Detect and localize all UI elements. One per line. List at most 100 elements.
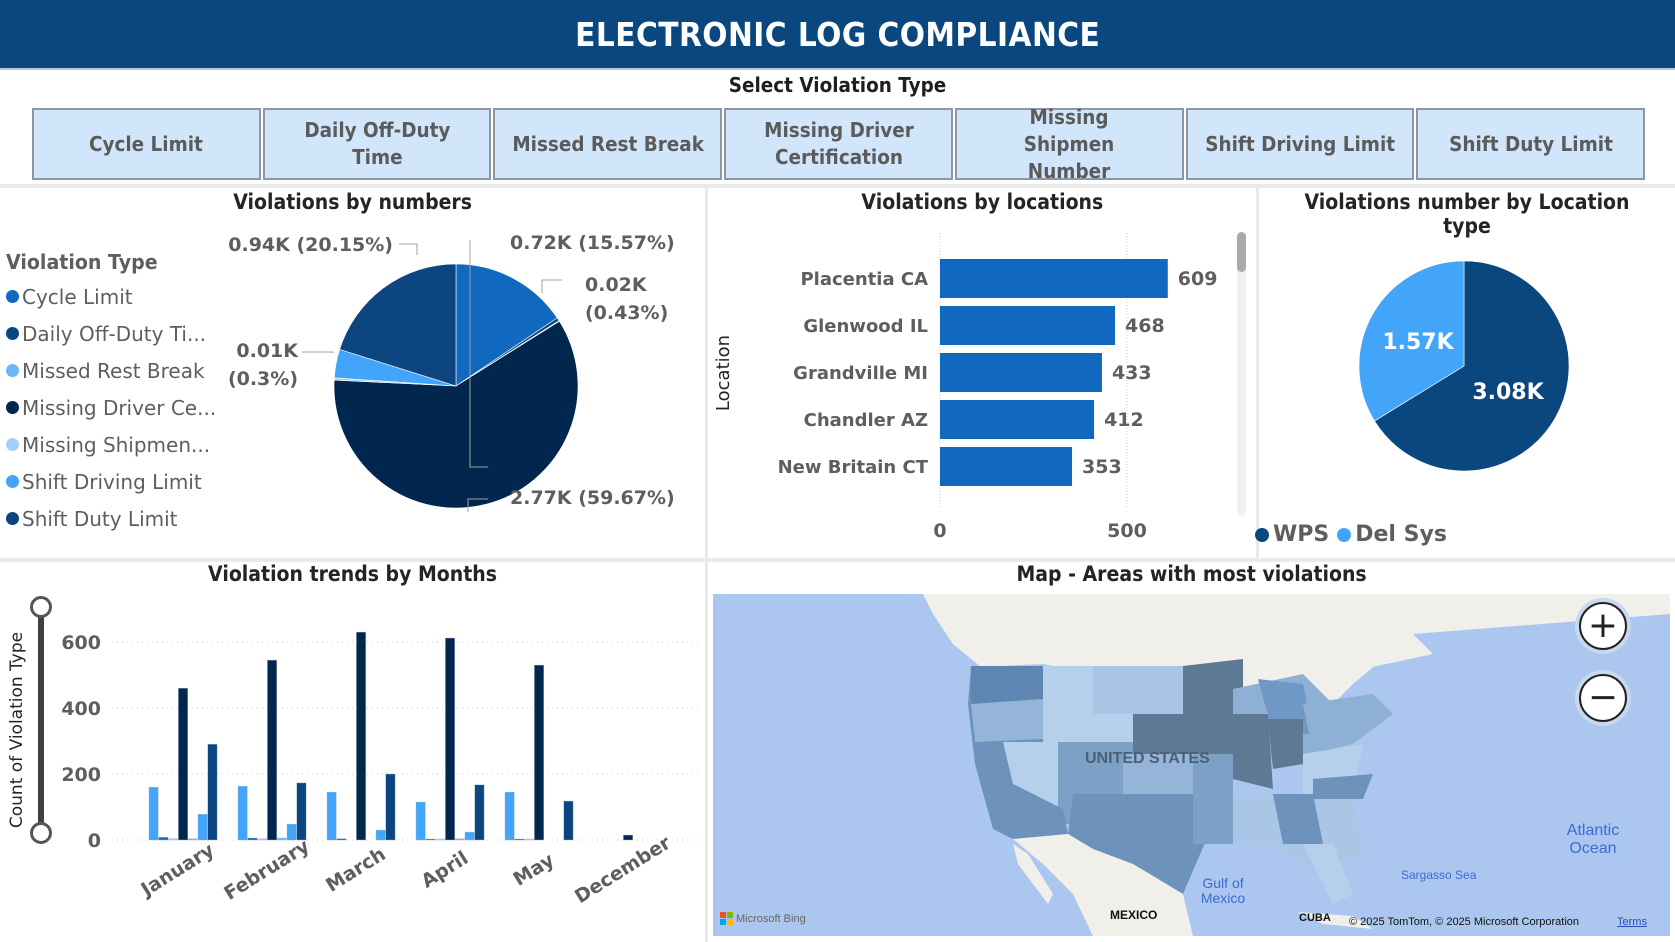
- category-label: Grandville MI: [793, 363, 928, 384]
- bar[interactable]: [385, 773, 396, 841]
- y-tick-label: 0: [88, 830, 101, 852]
- map-label-cuba: CUBA: [1299, 912, 1331, 924]
- map-zoom-in-button[interactable]: +: [1579, 602, 1627, 650]
- bar[interactable]: [940, 447, 1073, 486]
- bar[interactable]: [534, 664, 544, 841]
- bar[interactable]: [940, 400, 1095, 439]
- legend-title: Violation Type: [6, 250, 158, 274]
- map-label-gulf: Gulf of Mexico: [1200, 875, 1246, 906]
- slicer-option-cycle-limit[interactable]: Cycle Limit: [32, 108, 261, 180]
- baja: [1013, 844, 1053, 904]
- data-label: 0.94K (20.15%): [228, 234, 393, 256]
- y-axis-title: Location: [713, 335, 734, 411]
- bing-logo: Microsoft Bing: [720, 912, 806, 925]
- bar[interactable]: [336, 838, 347, 841]
- pie-slice[interactable]: [1374, 260, 1570, 472]
- bar[interactable]: [375, 829, 386, 841]
- legend-item[interactable]: Missed Rest Break: [6, 352, 216, 389]
- bar[interactable]: [257, 838, 268, 841]
- x-tick-label: February: [220, 835, 314, 905]
- map-canvas[interactable]: UNITED STATES MEXICO CUBA Gulf of Mexico…: [713, 594, 1670, 936]
- bar[interactable]: [158, 837, 169, 841]
- map-zoom-out-button[interactable]: −: [1579, 674, 1627, 722]
- legend-item[interactable]: Shift Driving Limit: [6, 463, 216, 500]
- slicer-option-daily-off-duty-time[interactable]: Daily Off-Duty Time: [262, 108, 492, 180]
- slider-handle-bottom[interactable]: [30, 822, 52, 844]
- legend-dot-icon: [1255, 527, 1269, 542]
- bar[interactable]: [940, 259, 1168, 298]
- pie-slice[interactable]: [1358, 260, 1465, 422]
- bar[interactable]: [247, 837, 258, 841]
- bar[interactable]: [445, 637, 455, 841]
- data-label: 0.01K: [236, 340, 299, 362]
- dashboard-header: ELECTRONIC LOG COMPLIANCE: [0, 0, 1675, 70]
- slicer-option-missing-driver-certification[interactable]: Missing Driver Certification: [724, 108, 953, 180]
- bar[interactable]: [326, 791, 337, 841]
- location-type-pie-chart: 3.08K 1.57K: [1358, 260, 1570, 472]
- plus-icon: +: [1587, 605, 1619, 646]
- mexico-landmass: [1013, 834, 1193, 936]
- bar[interactable]: [207, 744, 218, 841]
- bar[interactable]: [148, 786, 159, 841]
- legend-item[interactable]: Shift Duty Limit: [6, 500, 216, 537]
- legend-item[interactable]: Daily Off-Duty Ti...: [6, 315, 216, 352]
- bar[interactable]: [267, 659, 277, 841]
- bar[interactable]: [296, 782, 307, 841]
- slicer-option-shift-driving-limit[interactable]: Shift Driving Limit: [1185, 108, 1415, 180]
- x-tick-label: 0: [933, 520, 946, 542]
- legend-item-del-sys[interactable]: Del Sys: [1337, 522, 1447, 547]
- bar[interactable]: [277, 837, 287, 841]
- leader-line: [469, 240, 488, 468]
- bar[interactable]: [356, 631, 366, 841]
- bar[interactable]: [940, 306, 1116, 345]
- bar[interactable]: [940, 353, 1102, 392]
- legend-label: Cycle Limit: [22, 284, 133, 309]
- pie-slice[interactable]: [333, 320, 579, 509]
- bar[interactable]: [187, 838, 198, 841]
- bar[interactable]: [464, 831, 475, 841]
- slicer-option-shift-duty-limit[interactable]: Shift Duty Limit: [1416, 108, 1646, 180]
- x-tick-label: April: [417, 847, 472, 893]
- legend-item-wps[interactable]: WPS: [1255, 522, 1329, 547]
- bar[interactable]: [563, 800, 574, 841]
- y-axis-range-slider[interactable]: [30, 596, 52, 844]
- bar[interactable]: [197, 814, 208, 841]
- slider-handle-top[interactable]: [30, 596, 52, 618]
- bar[interactable]: [514, 838, 525, 841]
- bar[interactable]: [455, 838, 465, 841]
- data-label: 353: [1082, 456, 1122, 478]
- slicer-option-missed-rest-break[interactable]: Missed Rest Break: [493, 108, 723, 180]
- bar[interactable]: [435, 838, 446, 841]
- panel-title: Violations by locations: [861, 190, 1103, 214]
- legend-label: Daily Off-Duty Ti...: [22, 321, 207, 346]
- bar[interactable]: [524, 838, 535, 841]
- legend-label: Shift Driving Limit: [22, 469, 202, 494]
- bar[interactable]: [623, 834, 633, 841]
- bar[interactable]: [168, 838, 179, 841]
- data-label: 2.77K (59.67%): [510, 487, 675, 509]
- bar[interactable]: [237, 786, 248, 841]
- us-northeast: [1303, 694, 1393, 754]
- legend-item[interactable]: Cycle Limit: [6, 278, 216, 315]
- legend-item[interactable]: Missing Driver Ce...: [6, 389, 216, 426]
- panel-title: Map - Areas with most violations: [1016, 562, 1367, 586]
- map-terms-link[interactable]: Terms: [1617, 916, 1647, 928]
- minus-icon: −: [1587, 677, 1619, 718]
- legend-item[interactable]: Missing Shipmen...: [6, 426, 216, 463]
- pie-slice[interactable]: [455, 263, 558, 387]
- pie-slice[interactable]: [339, 263, 457, 387]
- bar[interactable]: [415, 801, 426, 841]
- bar[interactable]: [286, 823, 297, 841]
- bar[interactable]: [504, 791, 515, 841]
- bar[interactable]: [474, 784, 485, 841]
- slicer-option-missing-shipment-number[interactable]: Missing Shipmen Number: [954, 105, 1184, 183]
- category-label: New Britain CT: [778, 457, 929, 478]
- locations-scrollbar[interactable]: [1237, 232, 1246, 516]
- panel-title: Violations by numbers: [233, 190, 472, 214]
- us-georgia: [1273, 794, 1323, 844]
- bar[interactable]: [178, 687, 188, 841]
- violation-type-legend: Violation Type Cycle Limit Daily Off-Duty…: [6, 250, 216, 537]
- bar[interactable]: [425, 838, 436, 841]
- legend-dot-icon: [6, 327, 19, 340]
- scrollbar-thumb[interactable]: [1237, 232, 1246, 272]
